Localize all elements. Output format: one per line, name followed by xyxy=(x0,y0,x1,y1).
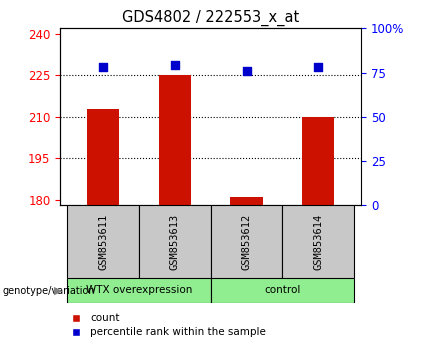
Legend: count, percentile rank within the sample: count, percentile rank within the sample xyxy=(65,313,266,337)
Bar xyxy=(68,205,139,278)
Bar xyxy=(211,278,354,303)
Text: control: control xyxy=(264,285,301,295)
Text: ▶: ▶ xyxy=(54,286,63,296)
Text: GSM853611: GSM853611 xyxy=(98,213,108,270)
Point xyxy=(315,64,322,70)
Bar xyxy=(68,278,211,303)
Point xyxy=(100,64,107,70)
Bar xyxy=(139,205,211,278)
Bar xyxy=(283,205,354,278)
Text: WTX overexpression: WTX overexpression xyxy=(86,285,192,295)
Bar xyxy=(302,117,335,205)
Point xyxy=(243,68,250,74)
Bar xyxy=(230,197,263,205)
Bar xyxy=(159,75,191,205)
Point xyxy=(172,63,178,68)
Text: GSM853613: GSM853613 xyxy=(170,213,180,270)
Title: GDS4802 / 222553_x_at: GDS4802 / 222553_x_at xyxy=(122,9,299,25)
Bar xyxy=(87,109,120,205)
Bar xyxy=(211,205,283,278)
Text: genotype/variation: genotype/variation xyxy=(2,286,95,296)
Text: GSM853612: GSM853612 xyxy=(242,213,252,270)
Text: GSM853614: GSM853614 xyxy=(313,213,323,270)
